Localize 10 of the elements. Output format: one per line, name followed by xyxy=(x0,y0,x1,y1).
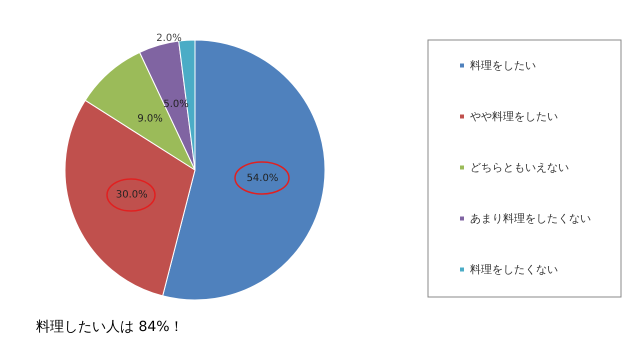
text: 料理したい人は 84%！ xyxy=(36,318,184,336)
data-label: 30.0% xyxy=(116,190,148,201)
data-label: 2.0% xyxy=(156,32,182,44)
data-label: 54.0% xyxy=(246,173,278,184)
legend-label: 料理をしたい xyxy=(470,59,536,72)
legend-label: やや料理をしたい xyxy=(470,110,558,123)
legend-label: 料理をしたくない xyxy=(470,263,558,276)
data-label: 9.0% xyxy=(137,113,163,124)
legend-label: どちらともいえない xyxy=(470,161,569,174)
legend-label: あまり料理をしたくない xyxy=(470,212,591,225)
